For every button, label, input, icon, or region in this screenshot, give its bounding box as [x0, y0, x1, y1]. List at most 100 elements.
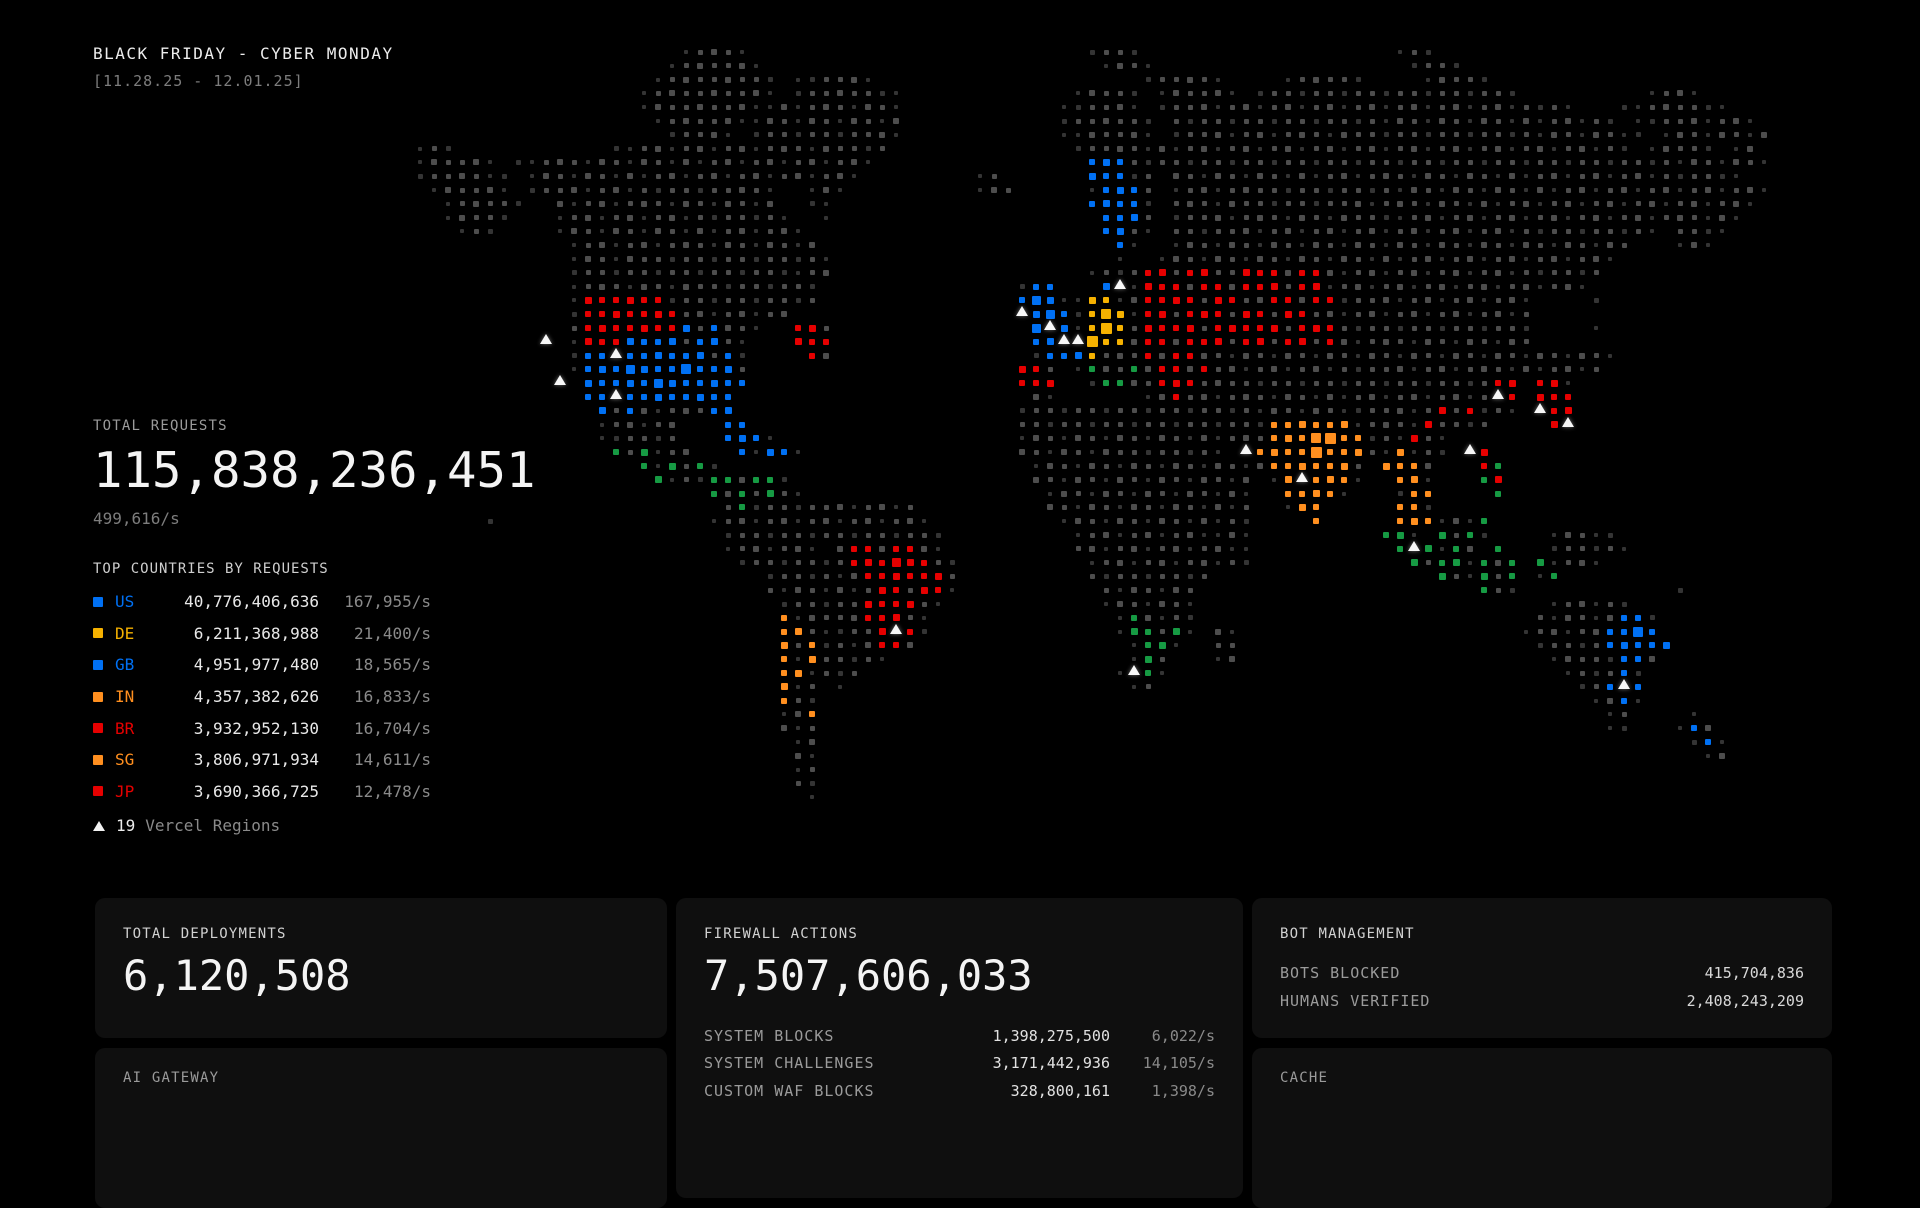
map-dot [1130, 214, 1138, 222]
map-dot [1706, 243, 1710, 248]
map-dot [1495, 490, 1501, 497]
map-dot [767, 311, 773, 317]
map-dot [808, 324, 816, 332]
map-dot [1551, 131, 1557, 138]
map-dot [1411, 118, 1417, 124]
map-dot [626, 338, 634, 346]
map-dot [585, 242, 591, 248]
map-dot [1355, 283, 1361, 290]
map-dot [1216, 146, 1220, 151]
map-dot [1131, 146, 1137, 152]
map-dot [754, 519, 758, 524]
map-dot [753, 297, 759, 303]
map-dot [1257, 256, 1263, 262]
map-dot [796, 77, 800, 82]
map-dot [668, 379, 676, 387]
country-code: JP [115, 781, 135, 801]
map-dot [1369, 394, 1375, 400]
map-dot [1425, 408, 1431, 414]
map-dot [1383, 173, 1389, 180]
map-dot [1132, 643, 1136, 648]
map-dot [1145, 422, 1151, 428]
map-dot [767, 270, 773, 276]
map-dot [711, 104, 717, 110]
country-rate: 16,833/s [353, 687, 431, 707]
map-dot [921, 559, 927, 566]
map-dot [543, 173, 549, 180]
firewall-row-value: 328,800,161 [1010, 1081, 1110, 1100]
map-dot [1187, 200, 1193, 207]
map-dot [431, 159, 437, 166]
map-dot [1046, 296, 1054, 304]
map-dot [781, 697, 787, 704]
map-dot [810, 795, 814, 800]
map-dot [809, 725, 815, 731]
map-dot [1621, 711, 1627, 717]
map-dot [1187, 159, 1193, 165]
map-dot [1313, 463, 1319, 469]
map-dot [655, 173, 661, 179]
map-dot [1608, 353, 1612, 358]
map-dot [1159, 656, 1165, 662]
map-dot [558, 215, 562, 220]
map-dot [1244, 533, 1248, 537]
map-dot [1243, 104, 1249, 111]
map-dot [1146, 436, 1150, 441]
map-dot [1215, 408, 1221, 414]
map-dot [1299, 449, 1305, 456]
map-dot [1061, 490, 1067, 497]
firewall-value: 7,507,606,033 [704, 951, 1033, 1000]
map-dot [641, 338, 647, 345]
country-row: GB 4,951,977,480 18,565/s [93, 649, 431, 681]
map-dot [1551, 256, 1557, 262]
map-dot [1144, 324, 1152, 332]
map-dot [1117, 601, 1123, 607]
map-dot [1453, 215, 1459, 221]
map-dot [1313, 118, 1319, 124]
map-dot [1313, 504, 1319, 511]
map-dot [1243, 118, 1249, 124]
map-dot [767, 560, 773, 566]
map-dot [1229, 283, 1235, 290]
map-dot [1103, 463, 1109, 469]
map-dot [865, 587, 871, 593]
map-dot [781, 670, 787, 676]
map-dot [669, 421, 675, 428]
map-dot [809, 614, 815, 621]
map-dot [1551, 394, 1557, 400]
map-dot [1118, 671, 1122, 675]
map-dot [585, 352, 591, 359]
map-dot [1159, 104, 1165, 110]
map-dot [796, 270, 800, 275]
map-dot [1299, 90, 1305, 96]
map-dot [1621, 697, 1627, 704]
map-dot [1733, 187, 1739, 193]
map-dot [726, 546, 730, 551]
map-dot [1089, 532, 1095, 538]
map-dot [1131, 463, 1137, 469]
map-dot [1159, 394, 1165, 400]
map-dot [1145, 587, 1151, 593]
total-requests-panel: TOTAL REQUESTS 115,838,236,451 499,616/s [93, 418, 536, 528]
firewall-row: SYSTEM BLOCKS 1,398,275,500 6,022/s [704, 1022, 1215, 1050]
map-dot [1550, 421, 1558, 429]
map-dot [656, 77, 660, 82]
map-dot [1398, 188, 1402, 192]
map-dot [1495, 352, 1501, 359]
map-dot [1046, 338, 1054, 346]
map-dot [599, 242, 605, 249]
map-dot [1131, 200, 1137, 207]
map-dot [1104, 546, 1108, 551]
map-dot [725, 146, 731, 152]
map-dot [669, 394, 675, 400]
map-dot [1216, 201, 1220, 206]
map-dot [1328, 215, 1332, 220]
map-dot [1453, 394, 1459, 400]
map-dot [1341, 256, 1347, 262]
map-dot [698, 160, 702, 165]
map-dot [1383, 90, 1389, 96]
map-dot [1481, 173, 1487, 179]
map-dot [823, 670, 829, 676]
map-dot [1230, 477, 1234, 482]
map-dot [1033, 380, 1039, 387]
